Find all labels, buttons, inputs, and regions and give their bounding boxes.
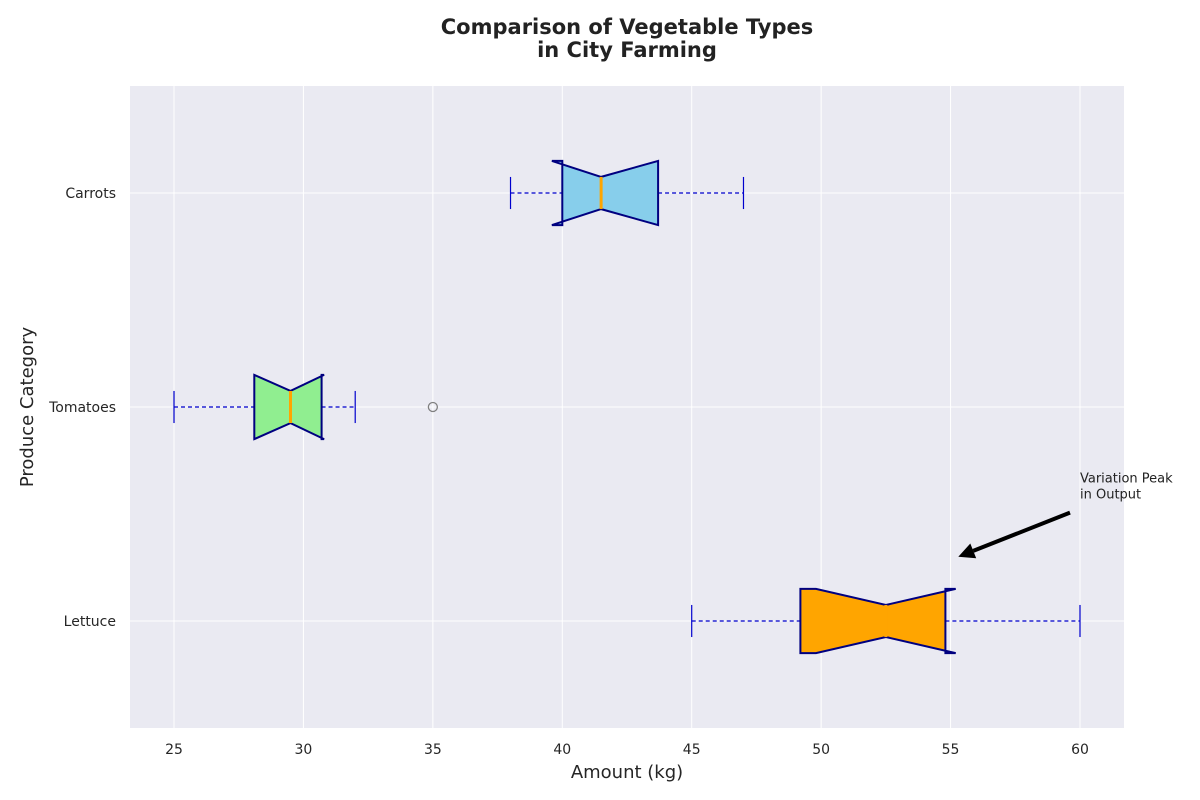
x-tick-label: 45 <box>683 742 701 758</box>
x-tick-label: 50 <box>812 742 830 758</box>
chart-title-line-2: in City Farming <box>537 38 717 62</box>
x-tick-label: 35 <box>424 742 442 758</box>
chart-title-line-1: Comparison of Vegetable Types <box>441 15 813 39</box>
annotation-text-line: in Output <box>1080 488 1141 503</box>
y-tick-label: Carrots <box>65 186 116 202</box>
tick-labels: 25 30 35 40 45 50 55 60 Lettuce Tomatoes Carrots <box>48 186 1089 758</box>
annotation-text-line: Variation Peak <box>1080 472 1173 487</box>
x-tick-label: 55 <box>942 742 960 758</box>
x-tick-label: 30 <box>295 742 313 758</box>
boxes <box>173 159 1081 655</box>
y-tick-label: Lettuce <box>64 614 116 630</box>
x-tick-label: 25 <box>165 742 183 758</box>
box-carrots <box>551 159 660 227</box>
x-axis-label: Amount (kg) <box>571 762 683 783</box>
box-lettuce <box>799 587 956 655</box>
outlier-point <box>427 401 439 413</box>
y-axis-label: Produce Category <box>17 327 38 488</box>
annotation-arrow-shaft <box>972 510 1071 553</box>
y-tick-label: Tomatoes <box>48 400 116 416</box>
x-tick-label: 60 <box>1071 742 1089 758</box>
annotation-arrow-head <box>958 543 977 559</box>
x-tick-label: 40 <box>553 742 571 758</box>
